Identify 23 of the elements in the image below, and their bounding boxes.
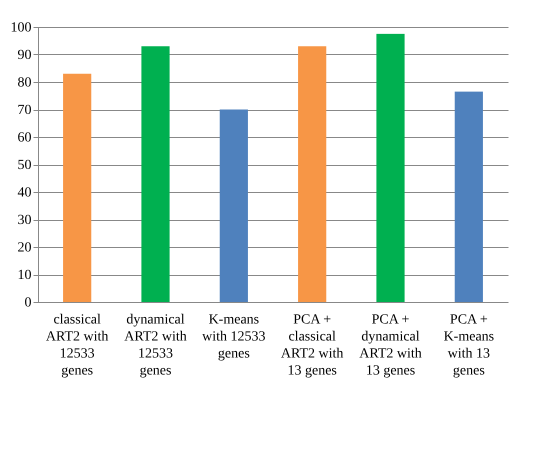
bar xyxy=(454,92,483,302)
y-tick-label: 20 xyxy=(18,240,32,256)
x-tick-label: dynamical ART2 with 12533 genes xyxy=(124,312,187,378)
bar xyxy=(376,34,405,302)
bar xyxy=(220,110,248,302)
y-tick-label: 90 xyxy=(18,48,32,63)
y-tick-label: 80 xyxy=(18,76,32,90)
x-tick-label: K-means with 12533 genes xyxy=(202,312,266,362)
x-tick-label: PCA + dynamical ART2 with 13 genes xyxy=(359,312,422,378)
y-tick-label: 0 xyxy=(24,296,32,310)
y-tick-label: 40 xyxy=(18,186,32,200)
y-tick-label: 60 xyxy=(18,130,32,146)
y-tick-label: 30 xyxy=(18,213,32,228)
y-tick-label: 10 xyxy=(18,268,32,283)
bar xyxy=(141,46,170,302)
y-tick-label: 50 xyxy=(18,158,32,173)
bar xyxy=(298,46,326,302)
x-tick-label: PCA + K-means with 13 genes xyxy=(444,312,494,378)
y-tick-label: 70 xyxy=(18,103,32,118)
x-tick-label: classical ART2 with 12533 genes xyxy=(46,312,108,378)
x-tick-label: PCA + classical ART2 with 13 genes xyxy=(280,312,344,378)
y-tick-label: 100 xyxy=(10,20,32,36)
bar xyxy=(63,74,92,302)
